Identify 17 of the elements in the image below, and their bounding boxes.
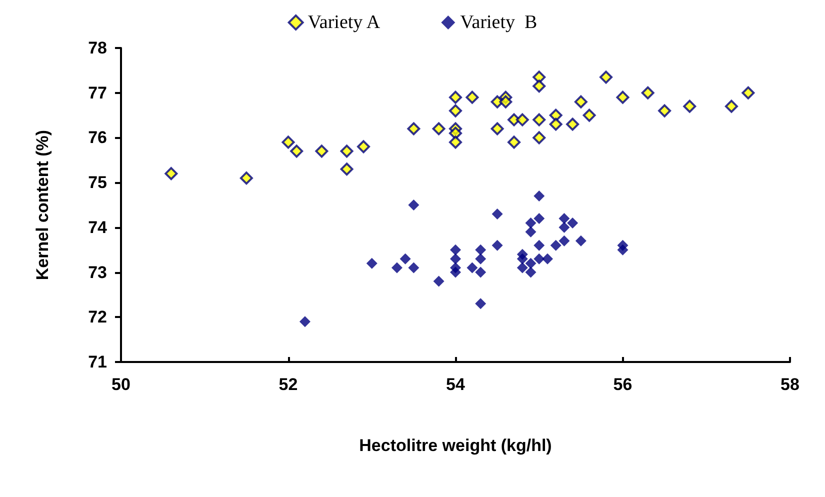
- y-tick-label: 74: [88, 218, 108, 237]
- x-tick-label: 54: [446, 375, 466, 394]
- x-tick-label: 58: [780, 375, 800, 394]
- y-tick-label: 76: [88, 128, 107, 148]
- legend-label: Variety B: [460, 12, 538, 33]
- y-tick-label: 73: [88, 262, 107, 282]
- x-axis-title: Hectolitre weight (kg/hl): [359, 436, 552, 455]
- x-tick-label: 50: [112, 375, 130, 394]
- legend-label: Variety A: [308, 12, 380, 33]
- y-axis-title: Kernel content (%): [33, 130, 52, 280]
- y-tick-label: 72: [88, 308, 107, 327]
- x-tick-label: 52: [278, 375, 298, 394]
- y-tick-label: 71: [88, 352, 107, 372]
- y-tick-label: 78: [88, 38, 107, 58]
- y-tick-label: 77: [88, 83, 107, 102]
- y-tick-label: 75: [88, 173, 107, 192]
- x-tick-label: 56: [613, 375, 632, 394]
